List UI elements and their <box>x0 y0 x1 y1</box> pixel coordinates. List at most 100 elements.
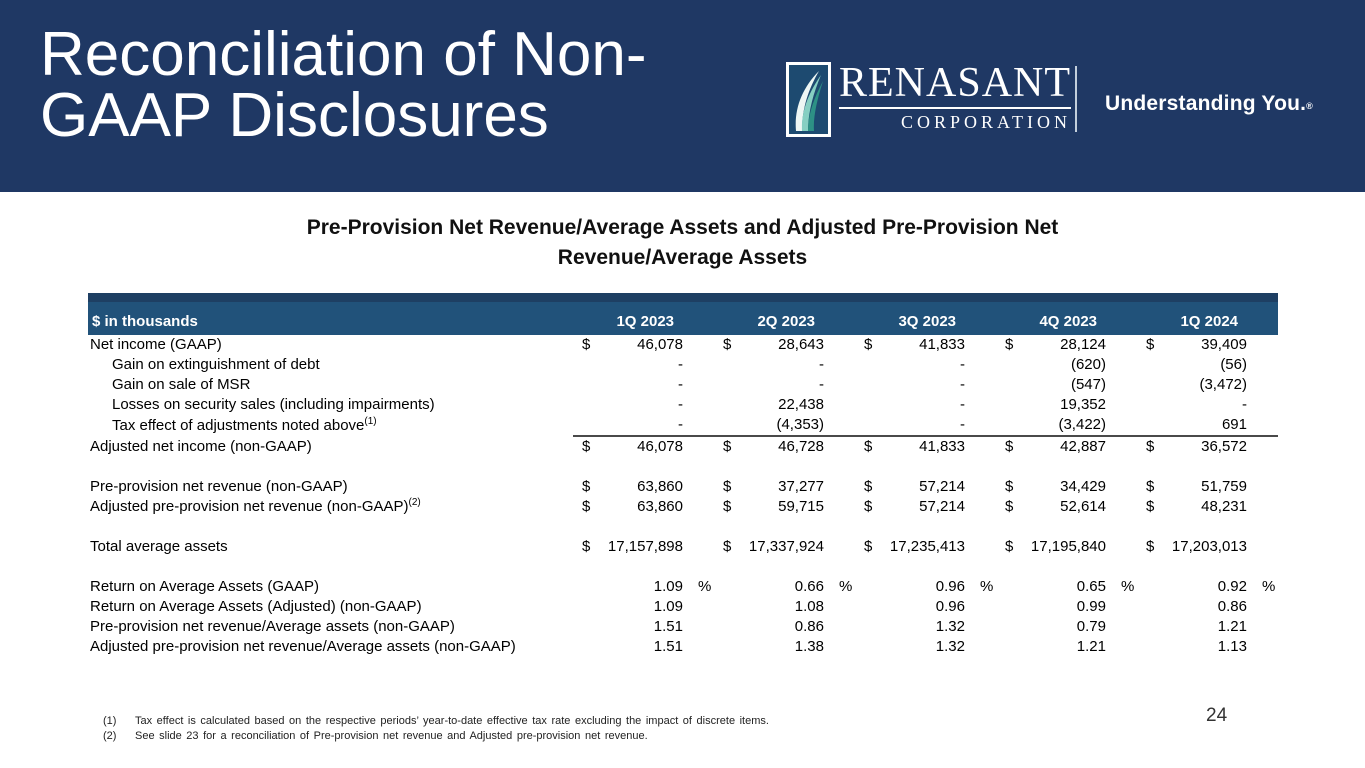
value-cell: 39,409 <box>1201 336 1247 353</box>
row-label: Adjusted net income (non-GAAP) <box>90 437 312 455</box>
dollar-sign-cell <box>996 637 1022 657</box>
dollar-sign-cell <box>1137 395 1163 415</box>
percent-cell <box>965 617 996 637</box>
percent-cell <box>1106 637 1137 657</box>
value-cell: 48,231 <box>1201 498 1247 515</box>
value-cell: 1.13 <box>1217 638 1247 655</box>
value-cell: (56) <box>1220 356 1247 373</box>
table-row: Pre-provision net revenue/Average assets… <box>88 617 1278 637</box>
percent-cell <box>965 477 996 497</box>
dollar-sign-cell <box>573 415 599 436</box>
footnote-ref: (2) <box>408 497 421 508</box>
percent-cell <box>1106 497 1137 517</box>
dollar-sign-cell <box>573 637 599 657</box>
dollar-sign-cell <box>573 375 599 395</box>
dollar-sign-cell: $ <box>573 435 599 457</box>
dollar-sign-cell <box>996 355 1022 375</box>
table-row: Total average assets $17,157,898 $17,337,9… <box>88 537 1278 557</box>
percent-cell <box>1247 537 1278 557</box>
dollar-sign-cell: $ <box>1137 435 1163 457</box>
dollar-sign-cell <box>714 415 740 436</box>
value-cell: 0.99 <box>1076 598 1106 615</box>
row-label: Gain on sale of MSR <box>112 376 251 393</box>
percent-cell <box>1106 395 1137 415</box>
percent-cell <box>683 617 714 637</box>
table-row: Net income (GAAP) $46,078 $28,643 $41,833 $2… <box>88 335 1278 355</box>
value-cell: - <box>960 416 965 433</box>
dollar-sign-cell: $ <box>723 336 732 353</box>
dollar-sign-cell: $ <box>723 498 732 515</box>
tagline-text: Understanding You. <box>1105 92 1307 115</box>
row-label: Pre-provision net revenue/Average assets… <box>90 618 455 635</box>
dollar-sign-cell <box>855 617 881 637</box>
percent-cell <box>824 477 855 497</box>
value-cell: - <box>819 356 824 373</box>
value-cell: 46,728 <box>740 435 824 457</box>
dollar-sign-cell <box>714 395 740 415</box>
percent-cell <box>1106 415 1137 436</box>
dollar-sign-cell: $ <box>1005 538 1014 555</box>
percent-cell <box>965 637 996 657</box>
percent-cell <box>965 395 996 415</box>
dollar-sign-cell <box>1137 637 1163 657</box>
dollar-sign-cell: $ <box>864 336 873 353</box>
percent-cell <box>1247 335 1278 355</box>
value-cell: 52,614 <box>1060 498 1106 515</box>
dollar-sign-cell: $ <box>996 435 1022 457</box>
percent-cell <box>1247 497 1278 517</box>
spacer-cell <box>88 517 1278 537</box>
percent-cell <box>965 597 996 617</box>
renasant-logo: RENASANT CORPORATION <box>786 62 1072 137</box>
renasant-leaf-icon <box>786 62 831 137</box>
value-cell: (547) <box>1070 376 1106 393</box>
table-row: Tax effect of adjustments noted above(1)… <box>88 415 1278 436</box>
value-cell: 46,078 <box>637 336 683 353</box>
dollar-sign-cell: $ <box>864 538 873 555</box>
percent-cell <box>1106 355 1137 375</box>
value-cell: 34,429 <box>1060 478 1106 495</box>
percent-cell <box>683 597 714 617</box>
value-cell: - <box>678 356 683 373</box>
value-cell: 41,833 <box>881 435 965 457</box>
value-cell: 17,337,924 <box>748 538 824 555</box>
value-cell: 17,235,413 <box>889 538 965 555</box>
row-label: Adjusted pre-provision net revenue (non-… <box>90 497 421 516</box>
dollar-sign-cell <box>996 617 1022 637</box>
value-cell: 1.32 <box>935 618 965 635</box>
percent-cell <box>1247 597 1278 617</box>
value-cell: 0.86 <box>794 618 824 635</box>
dollar-sign-cell <box>1137 355 1163 375</box>
dollar-sign-cell <box>1137 597 1163 617</box>
dollar-sign-cell: $ <box>1005 498 1014 515</box>
value-cell: (3,472) <box>1199 376 1247 393</box>
value-cell: - <box>678 396 683 413</box>
dollar-sign-cell: $ <box>864 478 873 495</box>
value-cell: 37,277 <box>778 478 824 495</box>
table-row: Adjusted net income (non-GAAP) $46,078 $46… <box>88 435 1278 457</box>
percent-cell <box>1106 375 1137 395</box>
percent-cell <box>1247 395 1278 415</box>
value-cell: 63,860 <box>637 478 683 495</box>
row-label: Gain on extinguishment of debt <box>112 356 320 373</box>
spacer-cell <box>88 557 1278 577</box>
value-cell: 17,203,013 <box>1171 538 1247 555</box>
percent-cell <box>683 537 714 557</box>
percent-cell <box>1247 435 1278 457</box>
row-label: Net income (GAAP) <box>90 336 222 353</box>
percent-cell <box>1247 637 1278 657</box>
dollar-sign-cell <box>855 415 881 436</box>
value-cell: - <box>678 416 683 433</box>
value-cell: 41,833 <box>919 336 965 353</box>
dollar-sign-cell: $ <box>855 435 881 457</box>
dollar-sign-cell <box>855 577 881 597</box>
percent-cell <box>1247 355 1278 375</box>
percent-cell <box>824 537 855 557</box>
percent-cell <box>1106 435 1137 457</box>
percent-cell <box>683 637 714 657</box>
table-row: Gain on extinguishment of debt - - - (620) (5… <box>88 355 1278 375</box>
value-cell: - <box>1242 396 1247 413</box>
percent-cell <box>824 435 855 457</box>
percent-cell <box>965 537 996 557</box>
dollar-sign-cell <box>996 415 1022 436</box>
